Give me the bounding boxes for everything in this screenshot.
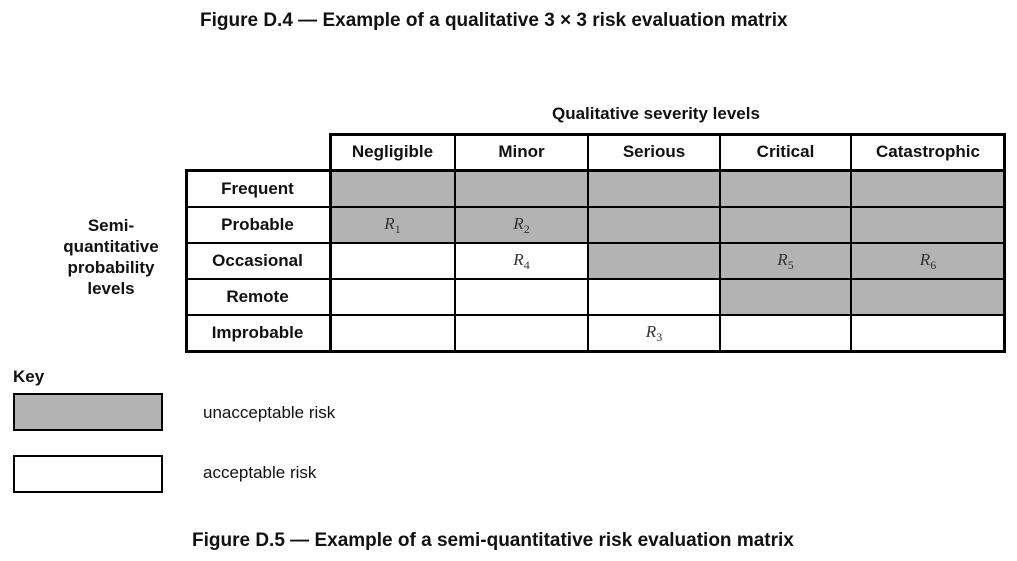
matrix-cell — [455, 279, 588, 315]
matrix-cell — [588, 243, 720, 279]
matrix-cell — [720, 315, 851, 351]
severity-level-header: Minor — [455, 133, 588, 170]
probability-header-line: levels — [87, 279, 135, 298]
risk-marker-index: 1 — [394, 221, 401, 236]
matrix-cell — [588, 170, 720, 207]
key-title: Key — [13, 367, 45, 386]
probability-level-header: Frequent — [185, 170, 330, 207]
matrix-cell: R6 — [851, 243, 1005, 279]
figure-d4-caption: Figure D.4 — Example of a qualitative 3 … — [200, 10, 788, 31]
risk-marker: R4 — [513, 250, 529, 273]
probability-level-header: Occasional — [185, 243, 330, 279]
matrix-cell — [330, 243, 455, 279]
grid-line — [185, 278, 1005, 280]
unacceptable-risk-label: unacceptable risk — [203, 403, 336, 422]
matrix-cell — [455, 315, 588, 351]
risk-marker-letter: R — [777, 249, 788, 269]
probability-level-header: Remote — [185, 279, 330, 315]
risk-marker: R6 — [920, 250, 936, 273]
matrix-cell — [720, 170, 851, 207]
acceptable-risk-swatch — [13, 455, 163, 493]
grid-line — [185, 169, 188, 353]
probability-level-header: Improbable — [185, 315, 330, 351]
severity-level-header: Negligible — [330, 133, 455, 170]
severity-level-header: Catastrophic — [851, 133, 1005, 170]
risk-marker-index: 2 — [523, 221, 530, 236]
matrix-cell — [588, 279, 720, 315]
probability-header-line: quantitative — [63, 237, 159, 256]
severity-level-header: Critical — [720, 133, 851, 170]
risk-marker: R2 — [513, 214, 529, 237]
risk-marker-letter: R — [919, 249, 931, 269]
risk-marker-letter: R — [384, 213, 395, 233]
risk-marker-letter: R — [513, 249, 524, 269]
grid-line — [185, 242, 1005, 244]
risk-marker-index: 6 — [930, 257, 937, 272]
severity-level-header: Serious — [588, 133, 720, 170]
severity-levels-header: Qualitative severity levels — [552, 104, 760, 123]
probability-header-line: Semi- — [87, 216, 135, 235]
grid-line — [185, 314, 1005, 316]
matrix-cell: R1 — [330, 207, 455, 243]
matrix-cell: R2 — [455, 207, 588, 243]
matrix-cell: R5 — [720, 243, 851, 279]
risk-marker: R3 — [646, 322, 662, 345]
matrix-cell — [455, 170, 588, 207]
probability-level-header: Probable — [185, 207, 330, 243]
figure-d5-caption: Figure D.5 — Example of a semi-quantitat… — [192, 530, 794, 551]
grid-line — [330, 133, 1005, 136]
risk-marker-letter: R — [513, 213, 524, 233]
risk-marker: R1 — [384, 214, 400, 237]
matrix-cell — [851, 279, 1005, 315]
probability-levels-header: Semi- quantitative probability levels — [52, 215, 170, 299]
matrix-cell — [720, 279, 851, 315]
risk-marker: R5 — [777, 250, 793, 273]
probability-header-line: probability — [67, 258, 155, 277]
grid-line — [185, 206, 1005, 208]
grid-line — [185, 350, 1006, 353]
grid-line — [185, 169, 1006, 172]
matrix-cell: R3 — [588, 315, 720, 351]
matrix-cell — [851, 207, 1005, 243]
matrix-cell — [330, 279, 455, 315]
matrix-cell: R4 — [455, 243, 588, 279]
matrix-cell — [851, 170, 1005, 207]
matrix-cell — [330, 315, 455, 351]
risk-marker-index: 3 — [656, 329, 663, 344]
risk-marker-letter: R — [645, 321, 657, 341]
matrix-cell — [720, 207, 851, 243]
acceptable-risk-label: acceptable risk — [203, 463, 317, 482]
matrix-cell — [851, 315, 1005, 351]
matrix-cell — [588, 207, 720, 243]
unacceptable-risk-swatch — [13, 393, 163, 431]
matrix-cell — [330, 170, 455, 207]
risk-marker-index: 5 — [787, 257, 794, 272]
risk-marker-index: 4 — [523, 257, 530, 272]
